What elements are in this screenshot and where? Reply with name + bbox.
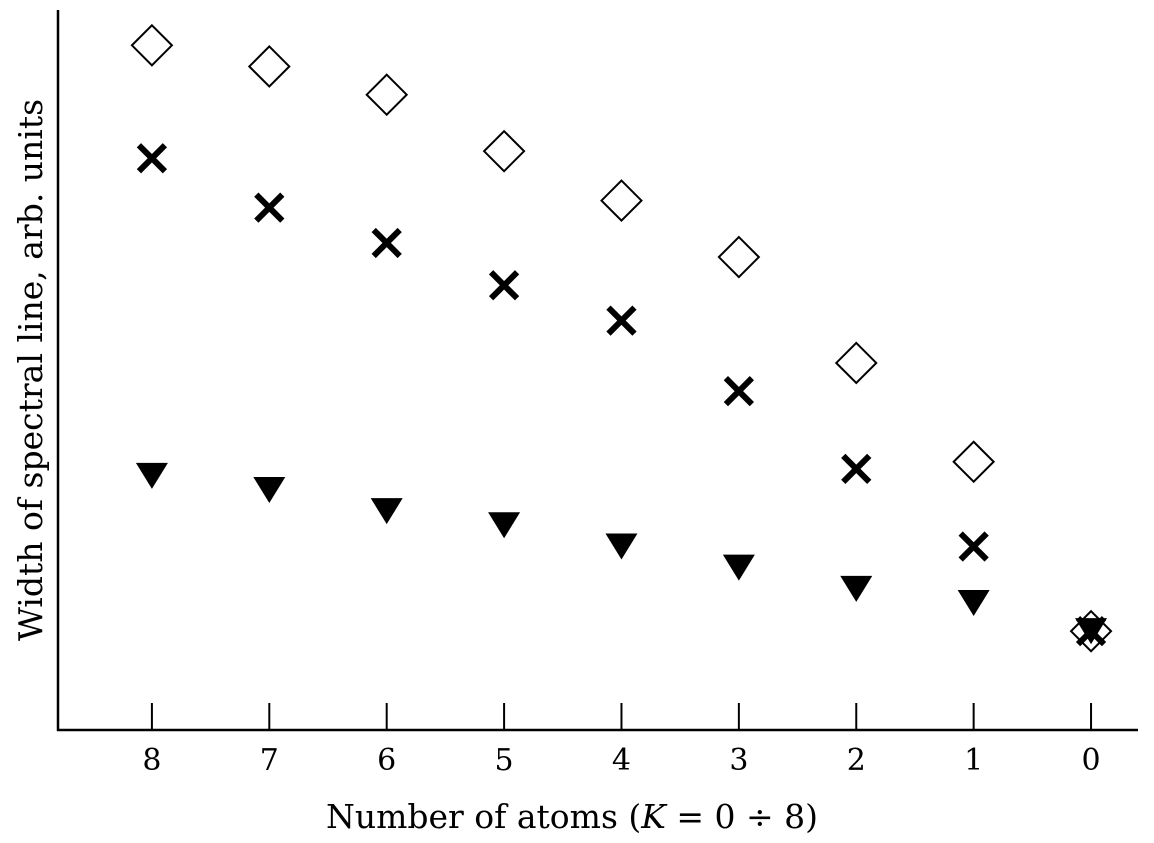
diamond-point (130, 23, 174, 67)
x-axis-title-variable: K (640, 797, 668, 836)
cross-point (841, 453, 872, 484)
x-ticks (150, 703, 1093, 730)
triangle-point (605, 533, 638, 560)
x-tick-label: 0 (1081, 743, 1100, 778)
triangle-point (840, 575, 873, 602)
diamond-point (247, 45, 291, 88)
triangle-point (722, 554, 755, 581)
x-tick-label: 2 (847, 743, 866, 778)
triangle-point (253, 477, 286, 503)
x-axis-title-prefix: Number of atoms ( (326, 797, 641, 836)
diamond-point (952, 440, 996, 484)
series-filled-down-triangle (135, 462, 1108, 645)
cross-point (371, 227, 402, 259)
cross-point (488, 270, 520, 301)
diamond-point (482, 129, 526, 173)
x-tick-label: 7 (260, 743, 279, 778)
cross-point (723, 376, 754, 407)
triangle-point (370, 498, 403, 525)
triangle-point (135, 462, 168, 489)
triangle-point (1075, 618, 1108, 645)
x-tick-label: 4 (612, 743, 631, 778)
x-tick-label: 1 (964, 743, 983, 778)
x-tick-label: 8 (142, 743, 161, 778)
y-axis-title: Width of spectral line, arb. units (11, 99, 50, 641)
data-marks (130, 23, 1113, 653)
x-tick-label: 5 (495, 743, 514, 778)
diamond-point (600, 179, 643, 223)
cross-point (606, 305, 637, 336)
cross-point (136, 143, 168, 174)
cross-point (958, 531, 989, 562)
triangle-point (957, 589, 990, 616)
x-axis-title-suffix: = 0 ÷ 8) (666, 797, 818, 836)
x-axis-title: Number of atoms (K = 0 ÷ 8) (326, 797, 818, 836)
x-tick-label: 3 (729, 743, 748, 778)
x-tick-label: 6 (377, 743, 396, 778)
x-tick-labels: 8 7 6 5 4 3 2 1 0 (142, 743, 1100, 778)
diamond-point (717, 235, 761, 279)
diamond-point (834, 341, 878, 385)
triangle-point (488, 512, 521, 539)
cross-point (254, 192, 285, 223)
diamond-point (365, 73, 409, 117)
